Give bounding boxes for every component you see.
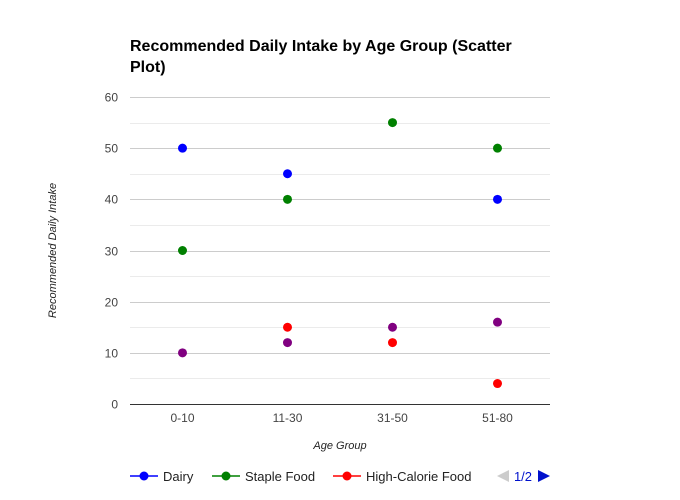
x-tick-label: 31-50 (377, 411, 408, 425)
y-tick-label: 50 (105, 142, 119, 156)
x-axis-title: Age Group (312, 440, 366, 452)
y-tick-label: 0 (111, 398, 118, 412)
legend-label: Dairy (163, 469, 194, 484)
legend-prev-icon[interactable] (497, 470, 509, 482)
data-point (493, 194, 502, 204)
y-axis-title: Recommended Daily Intake (47, 183, 59, 318)
y-tick-label: 40 (105, 193, 119, 207)
data-point (283, 169, 292, 179)
data-point (283, 322, 292, 332)
y-tick-label: 20 (105, 296, 119, 310)
y-tick-label: 10 (105, 347, 119, 361)
x-tick-label: 0-10 (170, 411, 194, 425)
legend-label: High-Calorie Food (366, 469, 472, 484)
data-point (493, 317, 502, 327)
legend-swatch-marker (342, 471, 352, 481)
data-point (178, 348, 187, 358)
data-point (178, 143, 187, 153)
data-point (388, 338, 397, 348)
legend-swatch-marker (221, 471, 231, 481)
y-tick-label: 30 (105, 245, 119, 259)
data-point (388, 118, 397, 128)
x-tick-label: 51-80 (482, 411, 513, 425)
chart-title: Recommended Daily Intake by Age Group (S… (130, 38, 512, 76)
data-point (493, 143, 502, 153)
data-point (283, 338, 292, 348)
data-point (178, 246, 187, 255)
data-point (388, 322, 397, 332)
legend-swatch-marker (139, 471, 149, 481)
legend-next-icon[interactable] (538, 470, 550, 482)
y-tick-label: 60 (105, 91, 119, 105)
data-point (493, 379, 502, 389)
data-point (283, 194, 292, 204)
legend-page-indicator: 1/2 (514, 469, 532, 484)
legend-label: Staple Food (245, 469, 315, 484)
x-tick-label: 11-30 (273, 411, 303, 425)
